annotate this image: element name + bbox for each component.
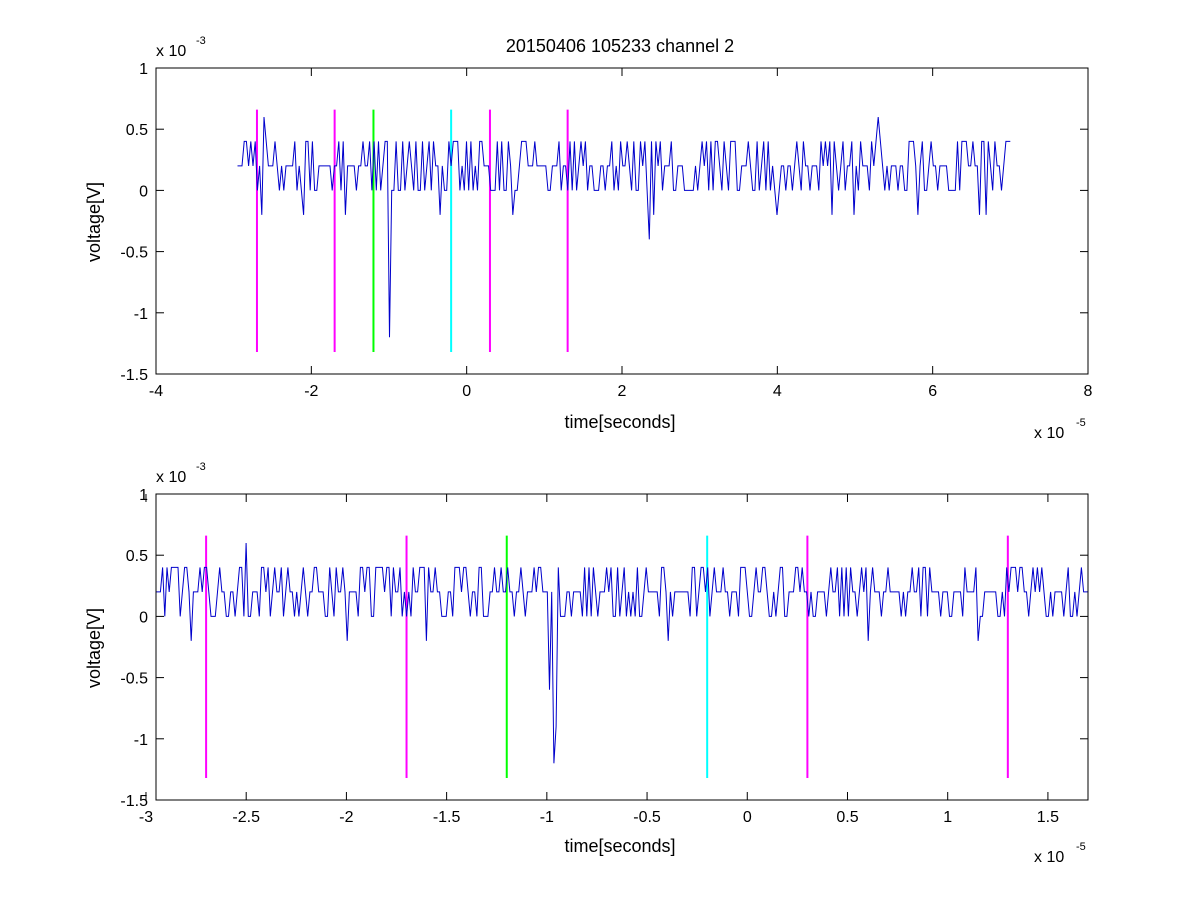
y-tick-label: -0.5: [120, 671, 148, 688]
x-tick-label: 1.5: [1037, 809, 1059, 826]
y-multiplier-exponent: -3: [196, 461, 206, 473]
x-tick-label: -1.5: [433, 809, 461, 826]
y-tick-label: 0: [139, 609, 148, 626]
y-multiplier-bottom: x 10 -3: [156, 461, 206, 486]
x-multiplier-base: x 10: [1034, 425, 1064, 442]
x-axis-label: time[seconds]: [564, 412, 675, 432]
y-axis-label: voltage[V]: [84, 182, 104, 262]
x-axis-ticks: -3 -2.5 -2 -1.5 -1 -0.5 0 0.5 1 1.5: [139, 494, 1059, 826]
x-multiplier-exponent: -5: [1076, 841, 1086, 853]
marker-lines: [255, 109, 569, 352]
x-tick-label: 0: [743, 809, 752, 826]
y-tick-label: 1: [139, 61, 148, 78]
y-tick-label: 1: [139, 487, 148, 504]
x-tick-label: 0: [462, 383, 471, 400]
x-tick-label: -4: [149, 383, 163, 400]
signal-trace: [237, 116, 1011, 338]
x-tick-label: 0.5: [836, 809, 858, 826]
bottom-plot: x 10 -3 -3 -2.5 -2 -1.5 -1 -0.5 0 0.5 1 1.5 -1.5-…: [84, 461, 1089, 866]
y-tick-label: -1.5: [120, 793, 148, 810]
x-tick-label: -1: [540, 809, 554, 826]
top-plot: 20150406 105233 channel 2 x 10 -3 -4 -2 0 2…: [84, 35, 1093, 442]
x-multiplier-base: x 10: [1034, 849, 1064, 866]
y-multiplier-base: x 10: [156, 43, 186, 60]
y-multiplier-base: x 10: [156, 469, 186, 486]
x-tick-label: 1: [943, 809, 952, 826]
y-tick-label: 0.5: [126, 122, 148, 139]
y-multiplier-exponent: -3: [196, 35, 206, 47]
x-axis-label: time[seconds]: [564, 836, 675, 856]
y-tick-label: -1.5: [120, 367, 148, 384]
x-tick-label: 4: [773, 383, 782, 400]
y-tick-label: 0.5: [126, 548, 148, 565]
y-tick-label: -0.5: [120, 245, 148, 262]
axes-frame: [155, 493, 1089, 801]
x-tick-label: -2: [304, 383, 318, 400]
x-multiplier-exponent: -5: [1076, 417, 1086, 429]
y-multiplier-top: x 10 -3: [156, 35, 206, 60]
x-multiplier-bottom: x 10 -5: [1034, 841, 1086, 866]
y-tick-label: -1: [134, 306, 148, 323]
y-tick-label: 0: [139, 183, 148, 200]
signal-trace: [156, 542, 1088, 764]
x-multiplier-top: x 10 -5: [1034, 417, 1086, 442]
x-tick-label: 6: [928, 383, 937, 400]
y-axis-label: voltage[V]: [84, 608, 104, 688]
x-tick-label: -2.5: [232, 809, 260, 826]
x-tick-label: 8: [1084, 383, 1093, 400]
x-tick-label: -3: [139, 809, 153, 826]
x-axis-ticks: -4 -2 0 2 4 6 8: [149, 68, 1093, 400]
y-axis-ticks: -1.5 -1 -0.5 0 0.5 1: [120, 487, 1088, 810]
x-tick-label: -2: [339, 809, 353, 826]
chart-title: 20150406 105233 channel 2: [506, 36, 734, 56]
y-tick-label: -1: [134, 732, 148, 749]
x-tick-label: -0.5: [633, 809, 661, 826]
y-axis-ticks: -1.5 -1 -0.5 0 0.5 1: [120, 61, 1088, 384]
x-tick-label: 2: [618, 383, 627, 400]
